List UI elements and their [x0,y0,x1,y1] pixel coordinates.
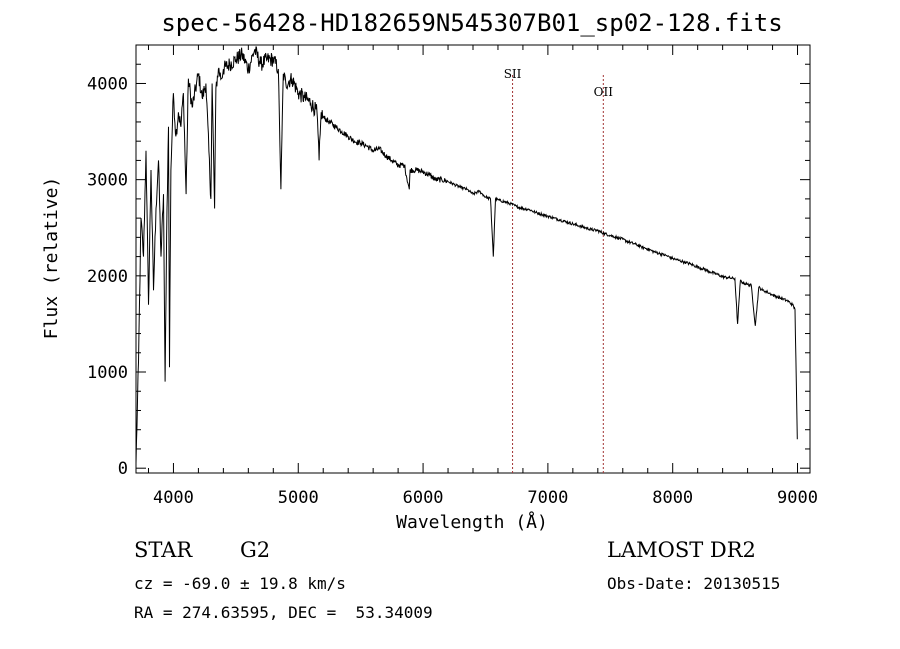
object-subclass: G2 [240,538,271,562]
x-tick-label: 4000 [153,488,194,508]
x-tick-label: 8000 [652,488,693,508]
survey-label: LAMOST DR2 [607,538,756,562]
y-tick-label: 1000 [87,363,128,383]
x-tick-label: 7000 [527,488,568,508]
x-tick-label: 5000 [278,488,319,508]
y-tick-label: 4000 [87,74,128,94]
plot-frame [135,44,811,474]
y-tick-label: 3000 [87,171,128,191]
annotation-layer: SII OII [504,67,614,473]
data-layer [135,46,798,464]
x-tick-label: 9000 [777,488,818,508]
coordinates-text: RA = 274.63595, DEC = 53.34009 [134,603,433,622]
object-class: STAR [134,538,193,562]
x-tick-label: 6000 [403,488,444,508]
chart-title: spec-56428-HD182659N545307B01_sp02-128.f… [161,9,782,37]
y-tick-label: 0 [118,459,128,479]
obs-date-text: Obs-Date: 20130515 [607,574,781,593]
line-marker-label: OII [594,85,614,99]
y-tick-label: 2000 [87,267,128,287]
y-axis-label: Flux (relative) [41,177,62,340]
spectrum-line [135,46,798,464]
x-axis-label: Wavelength (Å) [396,511,548,533]
line-marker-label: SII [504,67,522,81]
redshift-text: cz = -69.0 ± 19.8 km/s [134,574,346,593]
tick-layer: 4000 5000 6000 7000 8000 9000 0 1000 2000 3000 400… [87,45,818,508]
